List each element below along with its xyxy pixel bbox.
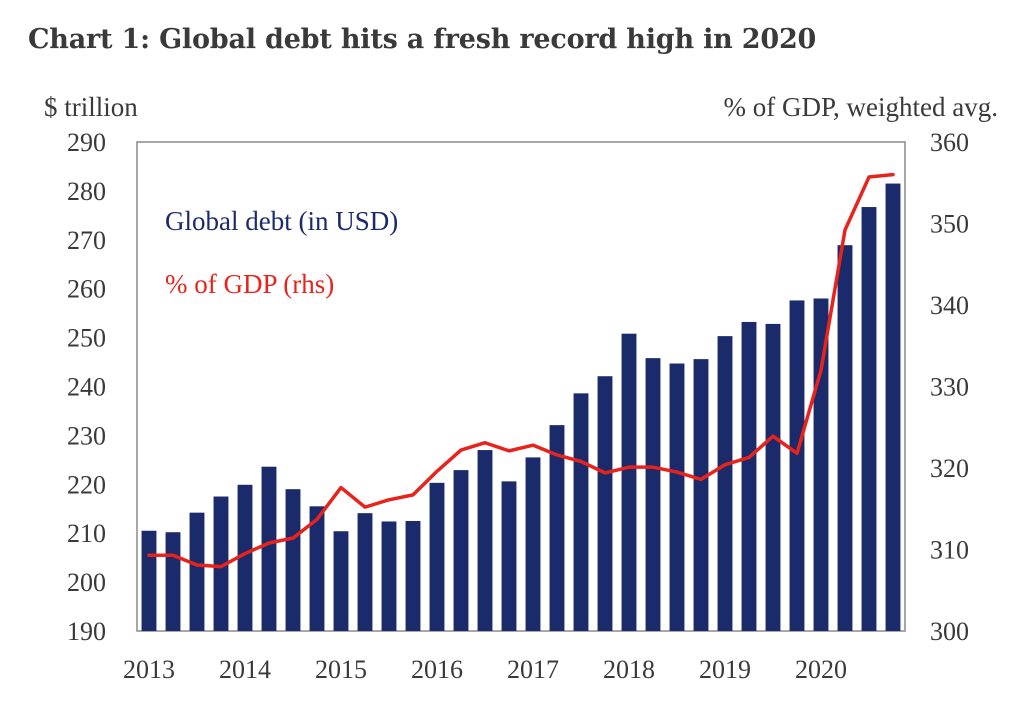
debt-bar-2020Q3	[861, 207, 877, 632]
debt-bar-2016Q3	[477, 450, 493, 631]
left-tick-label: 290	[67, 128, 106, 157]
legend-debt: Global debt (in USD)	[165, 206, 398, 236]
right-tick-label: 320	[930, 454, 969, 483]
x-tick-label-2018: 2018	[603, 655, 655, 684]
x-tick-label-2014: 2014	[219, 655, 271, 684]
debt-bar-2013Q1	[141, 530, 157, 631]
debt-bar-2019Q4	[789, 300, 805, 631]
legend-gdp-ratio: % of GDP (rhs)	[165, 269, 334, 299]
debt-bar-2014Q2	[261, 466, 277, 631]
left-axis-unit-label: $ trillion	[44, 92, 138, 122]
left-tick-label: 250	[67, 324, 106, 353]
debt-bar-2014Q3	[285, 489, 301, 631]
debt-bar-2014Q4	[309, 506, 325, 631]
debt-bar-2018Q2	[645, 358, 661, 631]
left-tick-label: 210	[67, 519, 106, 548]
x-tick-label-2013: 2013	[123, 655, 175, 684]
left-tick-label: 280	[67, 177, 106, 206]
debt-bar-2017Q3	[573, 393, 589, 631]
debt-bar-2019Q2	[741, 321, 757, 631]
debt-bar-2019Q1	[717, 336, 733, 631]
left-tick-label: 260	[67, 275, 106, 304]
x-tick-label-2019: 2019	[699, 655, 751, 684]
right-tick-label: 300	[930, 617, 969, 646]
left-tick-label: 230	[67, 421, 106, 450]
line-series-layer	[147, 172, 895, 569]
debt-bar-2017Q2	[549, 425, 565, 631]
debt-bar-2013Q2	[165, 532, 181, 631]
debt-bar-2020Q4	[885, 183, 901, 631]
plot-frame	[136, 141, 906, 632]
right-tick-label: 350	[930, 210, 969, 239]
debt-bar-2014Q1	[237, 484, 253, 631]
x-tick-label-2020: 2020	[795, 655, 847, 684]
x-tick-label-2016: 2016	[411, 655, 463, 684]
debt-bar-2018Q1	[621, 333, 637, 631]
debt-bar-2015Q4	[405, 520, 421, 631]
debt-bar-2018Q3	[669, 363, 685, 631]
chart-title: Chart 1: Global debt hits a fresh record…	[28, 24, 817, 55]
right-tick-label: 360	[930, 128, 969, 157]
debt-bar-2016Q1	[429, 482, 445, 631]
x-tick-label-2017: 2017	[507, 655, 559, 684]
debt-bar-2016Q2	[453, 470, 469, 631]
right-tick-label: 310	[930, 536, 969, 565]
left-tick-label: 270	[67, 226, 106, 255]
debt-bar-2013Q3	[189, 512, 205, 631]
plot-border	[136, 141, 906, 632]
debt-bar-2013Q4	[213, 496, 229, 631]
right-tick-label: 340	[930, 291, 969, 320]
right-axis-ticks: 360 350 340 330 320 310 300	[930, 128, 969, 646]
debt-bar-2020Q2	[837, 245, 853, 631]
left-tick-label: 240	[67, 373, 106, 402]
left-tick-label: 200	[67, 568, 106, 597]
debt-bar-2017Q4	[597, 376, 613, 631]
bar-series	[141, 183, 901, 632]
right-tick-label: 330	[930, 373, 969, 402]
debt-bar-2015Q2	[357, 513, 373, 631]
debt-bar-2017Q1	[525, 457, 541, 631]
debt-bar-2015Q1	[333, 531, 349, 631]
debt-bar-2018Q4	[693, 359, 709, 631]
right-axis-unit-label: % of GDP, weighted avg.	[724, 92, 998, 122]
x-tick-label-2015: 2015	[315, 655, 367, 684]
gdp-ratio-line	[147, 172, 895, 569]
debt-bar-2019Q3	[765, 323, 781, 631]
left-tick-label: 220	[67, 470, 106, 499]
debt-bar-2016Q4	[501, 481, 517, 631]
left-axis-ticks: 290 280 270 260 250 240 230 220 210 200 190	[67, 128, 106, 646]
x-axis-ticks: 2013 2014 2015 2016 2017 2018 2019 2020	[123, 655, 847, 684]
left-tick-label: 190	[67, 617, 106, 646]
debt-bar-2015Q3	[381, 521, 397, 631]
